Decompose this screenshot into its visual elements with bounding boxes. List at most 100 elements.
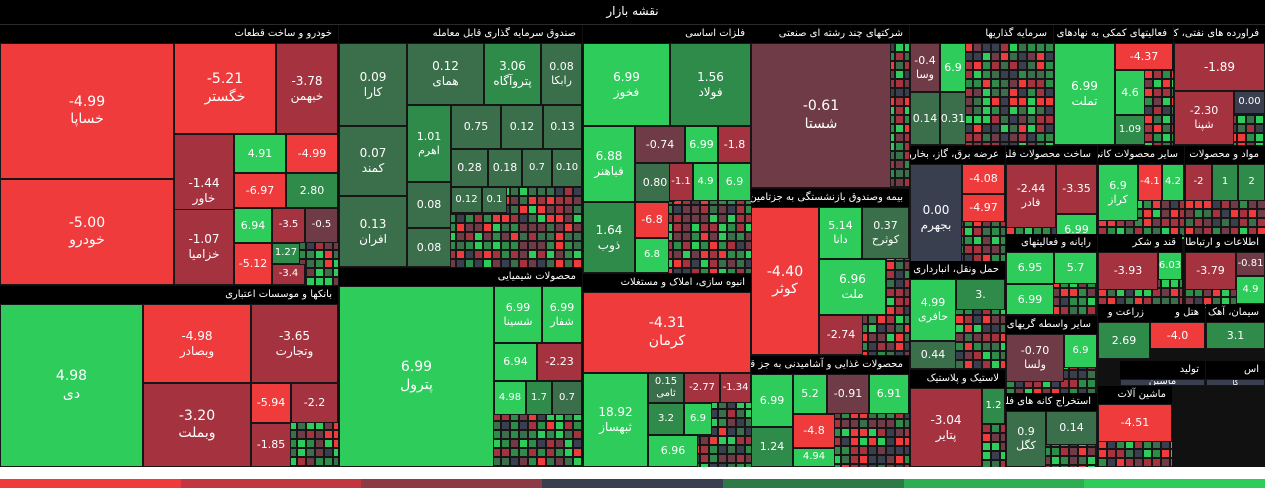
small-stock-tile[interactable] <box>718 454 727 463</box>
small-stock-tile[interactable] <box>736 259 745 268</box>
small-stock-tile[interactable] <box>1027 70 1036 79</box>
small-stock-tile[interactable] <box>1144 70 1153 79</box>
small-stock-tile[interactable] <box>501 457 510 466</box>
small-stock-tile[interactable] <box>727 427 736 436</box>
small-stock-tile[interactable] <box>727 454 736 463</box>
small-stock-tile[interactable] <box>573 214 582 223</box>
stock-tile[interactable]: 0.7 <box>552 381 582 415</box>
small-stock-tile[interactable] <box>709 445 718 454</box>
small-stock-tile[interactable] <box>546 187 555 196</box>
small-stock-tile[interactable] <box>546 250 555 259</box>
small-stock-tile[interactable] <box>1009 106 1018 115</box>
small-stock-tile[interactable] <box>1045 106 1053 115</box>
small-stock-tile[interactable] <box>465 241 474 250</box>
small-stock-tile[interactable] <box>564 448 573 457</box>
small-stock-tile[interactable] <box>973 133 982 142</box>
small-stock-tile[interactable] <box>1027 97 1036 106</box>
small-stock-tile[interactable] <box>1162 70 1171 79</box>
small-stock-tile[interactable] <box>1162 142 1171 145</box>
small-stock-tile[interactable] <box>546 448 555 457</box>
stock-tile[interactable]: 1.64 ذوب <box>583 202 635 273</box>
stock-tile[interactable]: -5.12 <box>234 243 272 285</box>
stock-tile[interactable]: -3.5 <box>272 208 305 243</box>
small-stock-tile[interactable] <box>1144 142 1153 145</box>
small-stock-tile[interactable] <box>528 448 537 457</box>
small-stock-tile[interactable] <box>564 223 573 232</box>
small-stock-tile[interactable] <box>727 241 736 250</box>
small-stock-tile[interactable] <box>546 196 555 205</box>
small-stock-tile[interactable] <box>510 250 519 259</box>
small-stock-tile[interactable] <box>555 196 564 205</box>
small-stock-tile[interactable] <box>991 115 1000 124</box>
small-stock-tile[interactable] <box>492 250 501 259</box>
small-stock-tile[interactable] <box>546 205 555 214</box>
small-stock-tile[interactable] <box>573 259 582 267</box>
small-stock-tile[interactable] <box>555 241 564 250</box>
small-stock-tile[interactable] <box>555 232 564 241</box>
small-stock-tile[interactable] <box>727 268 736 273</box>
stock-tile[interactable]: 6.99 شفار <box>542 286 582 343</box>
stock-tile[interactable]: -4.99 خساپا <box>0 43 174 179</box>
small-stock-tile[interactable] <box>727 436 736 445</box>
small-stock-tile[interactable] <box>1027 61 1036 70</box>
small-stock-tile[interactable] <box>537 439 546 448</box>
small-stock-tile[interactable] <box>555 205 564 214</box>
small-stock-tile[interactable] <box>736 418 745 427</box>
sector-box[interactable]: فلزات اساسی 6.99 فخوز 1.56 فولاد 6.88 فباهنر -0… <box>583 25 751 273</box>
small-stock-tile[interactable] <box>1027 133 1036 142</box>
small-stock-tile[interactable] <box>1162 115 1171 124</box>
small-stock-tile[interactable] <box>1036 52 1045 61</box>
small-stock-tile[interactable] <box>519 241 528 250</box>
small-stock-tile[interactable] <box>528 196 537 205</box>
small-stock-tile[interactable] <box>1018 79 1027 88</box>
small-stock-tile[interactable] <box>904 169 909 178</box>
small-stock-tile[interactable] <box>501 448 510 457</box>
small-stock-tile[interactable] <box>528 223 537 232</box>
small-stock-tile[interactable] <box>528 214 537 223</box>
small-stock-tile[interactable] <box>691 268 700 273</box>
small-stock-tile[interactable] <box>546 457 555 466</box>
small-stock-tile[interactable] <box>456 259 465 267</box>
stock-tile[interactable]: 6.9 <box>684 403 712 435</box>
stock-tile[interactable]: -0.61 شستا <box>751 43 891 188</box>
small-stock-tile[interactable] <box>1255 133 1264 142</box>
small-stock-tile[interactable] <box>895 61 904 70</box>
small-stock-tile[interactable] <box>555 448 564 457</box>
small-stock-tile[interactable] <box>1045 115 1053 124</box>
small-stock-tile[interactable] <box>474 214 483 223</box>
small-stock-tile[interactable] <box>324 259 333 268</box>
small-stock-tile[interactable] <box>718 241 727 250</box>
stock-tile[interactable]: 0.18 <box>488 149 522 187</box>
small-stock-tile[interactable] <box>1027 52 1036 61</box>
small-stock-tile[interactable] <box>700 232 709 241</box>
small-stock-tile[interactable] <box>465 223 474 232</box>
sector-box[interactable]: صندوق سرمایه گذاری قابل معامله 0.09 کارا 0.… <box>339 25 582 267</box>
small-stock-tile[interactable] <box>982 133 991 142</box>
small-stock-tile[interactable] <box>573 196 582 205</box>
small-stock-tile[interactable] <box>904 79 909 88</box>
small-stock-tile[interactable] <box>727 259 736 268</box>
small-stock-tile[interactable] <box>904 97 909 106</box>
small-stock-tile[interactable] <box>555 223 564 232</box>
sector-box[interactable]: محصولات شیمیایی 6.99 پترول 6.99 شسینا 6.99 شفا… <box>339 268 582 467</box>
small-stock-tile[interactable] <box>465 214 474 223</box>
small-stock-tile[interactable] <box>528 430 537 439</box>
small-stock-tile[interactable] <box>1255 124 1264 133</box>
small-stock-tile[interactable] <box>333 268 338 277</box>
small-stock-tile[interactable] <box>564 259 573 267</box>
small-stock-tile[interactable] <box>510 439 519 448</box>
small-stock-tile[interactable] <box>1237 142 1246 145</box>
small-stock-tile[interactable] <box>1000 97 1009 106</box>
small-stock-tile[interactable] <box>456 241 465 250</box>
small-stock-tile[interactable] <box>682 268 691 273</box>
small-stock-tile[interactable] <box>564 196 573 205</box>
small-stock-tile[interactable] <box>564 232 573 241</box>
small-stock-tile[interactable] <box>306 250 315 259</box>
small-stock-tile[interactable] <box>1000 61 1009 70</box>
small-stock-tile[interactable] <box>297 457 306 466</box>
small-stock-tile[interactable] <box>1036 133 1045 142</box>
small-stock-tile[interactable] <box>673 223 682 232</box>
small-stock-tile[interactable] <box>483 241 492 250</box>
small-stock-tile[interactable] <box>700 445 709 454</box>
